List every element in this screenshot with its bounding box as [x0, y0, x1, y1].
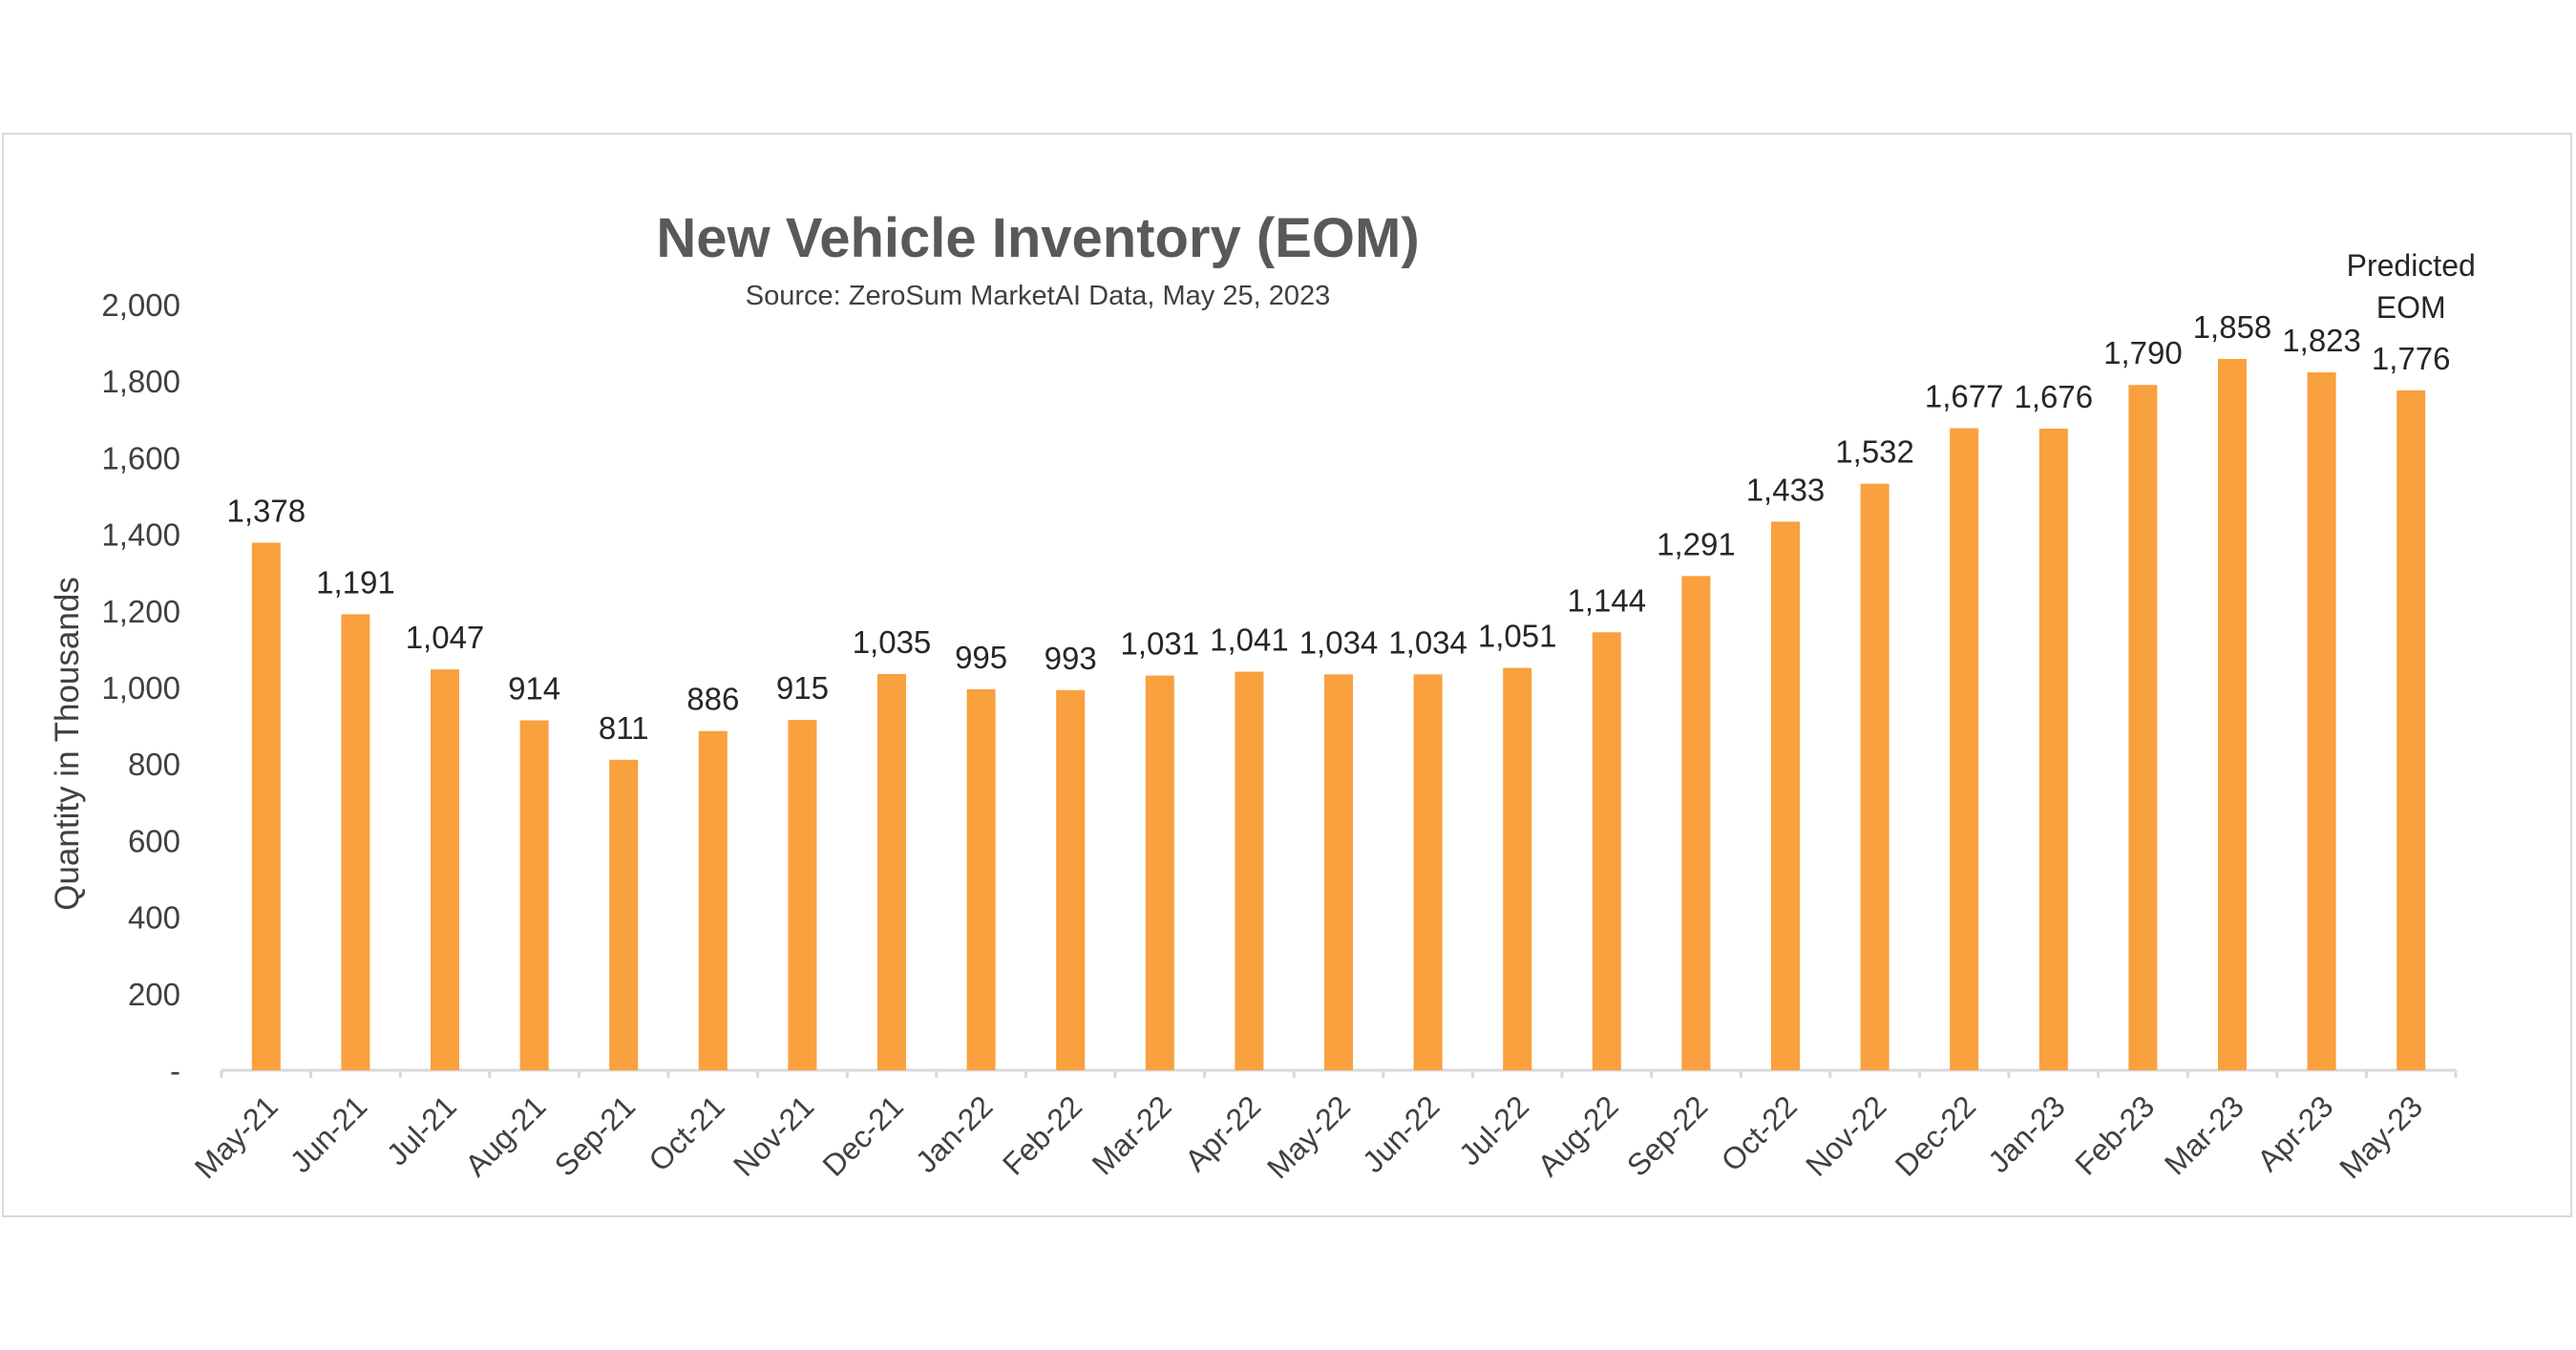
bar — [2128, 385, 2158, 1071]
x-tick-label: Jun-21 — [284, 1088, 374, 1179]
bars — [251, 358, 2426, 1071]
data-label: 1,035 — [853, 624, 932, 660]
bar — [2038, 428, 2068, 1070]
annotation-line: Predicted — [2347, 248, 2476, 283]
data-label: 1,378 — [227, 493, 306, 528]
y-tick-label: 200 — [128, 977, 180, 1012]
chart-frame: New Vehicle Inventory (EOM) Source: Zero… — [2, 133, 2572, 1217]
bar — [1592, 632, 1621, 1070]
annotation-line: EOM — [2376, 290, 2446, 325]
x-tick-label: Jan-22 — [909, 1088, 1000, 1179]
bar — [1950, 428, 1979, 1070]
data-label: 1,291 — [1657, 526, 1736, 561]
y-tick-label: 1,000 — [101, 670, 180, 706]
data-label: 915 — [776, 670, 829, 706]
bar — [1860, 483, 1890, 1071]
data-label: 914 — [508, 670, 560, 706]
x-tick-label: Nov-21 — [727, 1088, 820, 1182]
x-tick-label: Aug-22 — [1531, 1088, 1624, 1182]
bar — [609, 759, 639, 1070]
y-tick-label: 800 — [128, 747, 180, 782]
x-tick-label: Jul-22 — [1452, 1088, 1535, 1171]
x-tick-label: Apr-23 — [2250, 1088, 2339, 1177]
data-label: 1,034 — [1388, 624, 1467, 660]
x-tick-label: Sep-21 — [548, 1088, 642, 1182]
x-tick-label: Feb-23 — [2068, 1088, 2161, 1181]
data-label: 886 — [686, 682, 739, 717]
bar — [1681, 576, 1711, 1070]
data-label: 1,047 — [406, 620, 485, 655]
x-tick-label: Dec-22 — [1889, 1088, 1982, 1182]
y-axis-ticks: - 200 400 600 800 1,000 1,200 1,400 1,600 1,800 2,… — [101, 287, 180, 1088]
y-tick-label: 1,600 — [101, 440, 180, 475]
chart-title: New Vehicle Inventory (EOM) — [656, 207, 1419, 269]
x-tick-label: Aug-21 — [458, 1088, 552, 1182]
data-label: 1,144 — [1568, 582, 1647, 618]
bar — [1056, 689, 1086, 1070]
bar — [1503, 667, 1532, 1070]
y-tick-label: 1,200 — [101, 594, 180, 629]
y-tick-label: 600 — [128, 823, 180, 858]
x-tick-label: Oct-22 — [1715, 1088, 1804, 1177]
data-label: 1,031 — [1121, 626, 1200, 662]
y-tick-label: 2,000 — [101, 287, 180, 323]
y-tick-label: 1,400 — [101, 517, 180, 553]
data-label: 1,790 — [2103, 335, 2183, 370]
bar — [1235, 671, 1264, 1070]
data-label: 1,823 — [2282, 323, 2361, 358]
data-label: 993 — [1045, 641, 1097, 676]
data-label: 1,433 — [1746, 472, 1826, 507]
x-tick-label: Mar-23 — [2158, 1088, 2250, 1181]
bar — [1771, 521, 1800, 1070]
bar — [519, 720, 549, 1070]
x-tick-label: Jun-22 — [1356, 1088, 1446, 1179]
bar — [788, 720, 817, 1070]
y-tick-label: 400 — [128, 900, 180, 936]
bar — [1145, 675, 1174, 1070]
predicted-annotation: Predicted EOM — [2347, 248, 2476, 325]
bar — [2307, 371, 2336, 1070]
data-label: 1,034 — [1299, 624, 1379, 660]
y-tick-label: - — [170, 1053, 180, 1088]
bar — [2397, 390, 2426, 1071]
x-tick-label: Apr-22 — [1178, 1088, 1267, 1177]
bar — [1324, 674, 1353, 1070]
data-label: 1,677 — [1925, 379, 2004, 414]
x-tick-label: Oct-21 — [642, 1088, 730, 1177]
chart-subtitle: Source: ZeroSum MarketAI Data, May 25, 2… — [746, 281, 1331, 311]
data-label: 1,858 — [2193, 309, 2272, 345]
bar — [2218, 358, 2247, 1070]
data-label: 1,532 — [1835, 434, 1914, 470]
y-axis-label: Quantity in Thousands — [49, 577, 86, 911]
data-label: 1,051 — [1478, 619, 1557, 654]
x-tick-label: Feb-22 — [996, 1088, 1088, 1181]
bar — [341, 614, 370, 1070]
data-label: 1,776 — [2372, 341, 2451, 376]
data-label: 1,191 — [316, 564, 395, 600]
x-tick-label: Jan-23 — [1981, 1088, 2072, 1179]
x-tick-label: Jul-21 — [380, 1088, 463, 1171]
bar — [877, 673, 906, 1070]
data-labels: 1,378 1,191 1,047 914 811 886 915 1,035 995 993 1,… — [227, 309, 2451, 746]
bar-chart: New Vehicle Inventory (EOM) Source: Zero… — [49, 207, 2476, 1185]
bar — [431, 669, 459, 1070]
x-tick-label: May-21 — [188, 1088, 285, 1185]
x-tick-label: May-23 — [2333, 1088, 2429, 1185]
data-label: 811 — [599, 710, 649, 746]
data-label: 1,676 — [2015, 379, 2094, 414]
x-tick-label: May-22 — [1260, 1088, 1357, 1185]
data-label: 1,041 — [1210, 622, 1289, 658]
x-tick-label: Sep-22 — [1620, 1088, 1714, 1182]
x-tick-label: Dec-21 — [816, 1088, 910, 1182]
bar — [1413, 674, 1443, 1070]
bar — [966, 689, 996, 1070]
data-label: 995 — [955, 640, 1007, 675]
bar — [251, 542, 281, 1070]
x-tick-label: Nov-22 — [1799, 1088, 1892, 1182]
y-tick-label: 1,800 — [101, 364, 180, 399]
x-tick-label: Mar-22 — [1086, 1088, 1178, 1181]
bar — [698, 730, 728, 1070]
